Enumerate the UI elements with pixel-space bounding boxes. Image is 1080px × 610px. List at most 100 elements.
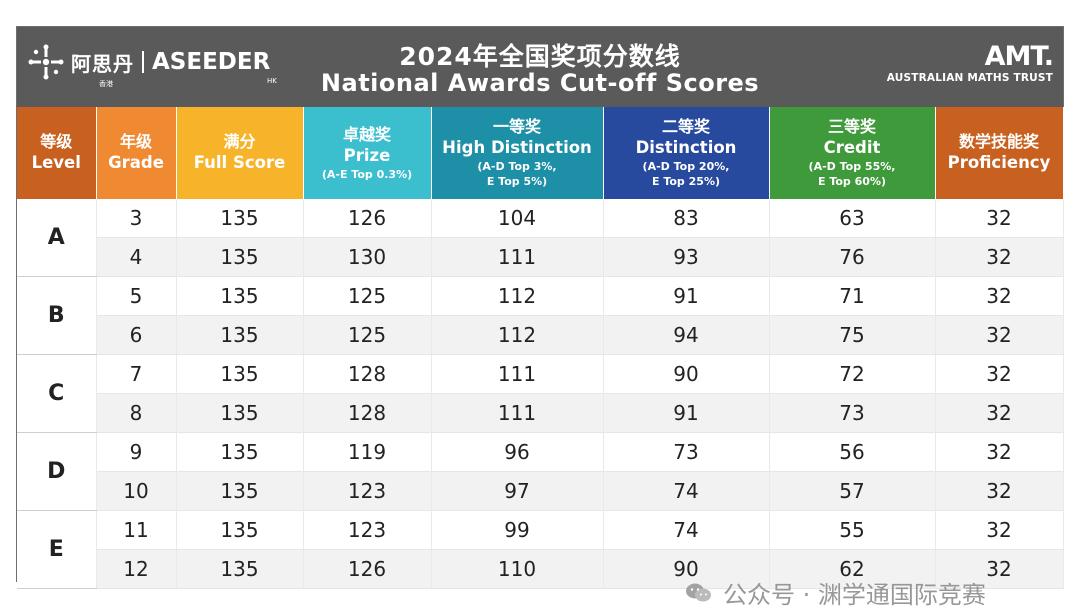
score-cell: 135	[176, 315, 304, 355]
header-en: Proficiency	[947, 153, 1051, 172]
score-cell: 4	[96, 237, 177, 277]
header-cn: 二等奖	[661, 117, 710, 136]
table-row: 6 135 125 112 94 75 32	[17, 315, 1064, 355]
score-cell: 94	[603, 315, 770, 355]
score-cell: 9	[96, 432, 177, 472]
table-row: D 9 135 119 96 73 56 32	[17, 432, 1064, 511]
score-cell: 7	[96, 354, 177, 394]
title-chinese: 2024年全国奖项分数线	[399, 42, 681, 71]
score-cell: 126	[303, 199, 432, 238]
score-cell: 73	[603, 432, 770, 472]
score-cell: 32	[935, 549, 1064, 589]
score-cell: 111	[431, 237, 604, 277]
table-row: E 11 135 123 99 74 55 32	[17, 510, 1064, 589]
table-row: 10 135 123 97 74 57 32	[17, 471, 1064, 511]
level-cell: D	[17, 432, 97, 511]
header-en: Prize	[343, 145, 391, 165]
aseeder-logo: 阿思丹 ASEEDER 香港 HK	[27, 44, 277, 88]
score-cell: 63	[769, 199, 936, 238]
score-cell: 104	[431, 199, 604, 238]
header-cell: 数学技能奖 Proficiency	[935, 107, 1064, 199]
score-cell: 90	[603, 354, 770, 394]
score-cell: 55	[769, 510, 936, 550]
header-cell: 三等奖 Credit (A-D Top 55%, E Top 60%)	[769, 107, 936, 199]
level-cell: C	[17, 354, 97, 433]
score-cell: 125	[303, 315, 432, 355]
header-en: Grade	[108, 153, 164, 172]
header-cn: 一等奖	[492, 117, 541, 136]
score-cell: 135	[176, 393, 304, 433]
level-cell: A	[17, 199, 97, 277]
score-cell: 111	[431, 354, 604, 394]
score-cell: 32	[935, 276, 1064, 316]
header-en: Credit	[823, 138, 881, 157]
header-cn: 卓越奖	[342, 124, 391, 144]
score-cell: 135	[176, 276, 304, 316]
score-cell: 135	[176, 471, 304, 511]
score-cell: 83	[603, 199, 770, 238]
score-cell: 91	[603, 393, 770, 433]
level-cell: E	[17, 510, 97, 589]
header-cell: 卓越奖 Prize (A-E Top 0.3%)	[303, 107, 432, 199]
header-cell: 年级 Grade	[96, 107, 177, 199]
scores-card: 阿思丹 ASEEDER 香港 HK 2024年全国奖项分数线 National …	[16, 26, 1064, 609]
header-cell: 一等奖 High Distinction (A-D Top 3%, E Top 5%…	[431, 107, 604, 199]
table-row: C 7 135 128 111 90 72 32	[17, 354, 1064, 433]
table-header-row: 等级 Level 年级 Grade 满分 Full Score 卓越奖 Prize (A-E T…	[17, 107, 1064, 199]
table-row: B 5 135 125 112 91 71 32	[17, 276, 1064, 355]
score-cell: 90	[603, 549, 770, 589]
table-body: A 3 135 126 104 83 63 32 4 135 130 111 93 76 32 B 5 135 12…	[17, 199, 1064, 589]
score-cell: 56	[769, 432, 936, 472]
table-row: 4 135 130 111 93 76 32	[17, 237, 1064, 277]
score-cell: 96	[431, 432, 604, 472]
aseeder-en-name: ASEEDER	[152, 49, 271, 75]
score-cell: 126	[303, 549, 432, 589]
score-cell: 72	[769, 354, 936, 394]
score-cell: 62	[769, 549, 936, 589]
score-cell: 12	[96, 549, 177, 589]
wechat-icon	[685, 582, 713, 604]
header-cell: 等级 Level	[17, 107, 97, 199]
header-cell: 满分 Full Score	[176, 107, 304, 199]
score-cell: 11	[96, 510, 177, 550]
score-cell: 32	[935, 432, 1064, 472]
amt-name: AUSTRALIAN MATHS TRUST	[886, 72, 1053, 84]
score-cell: 128	[303, 393, 432, 433]
header-en: Full Score	[193, 153, 286, 172]
score-cell: 123	[303, 510, 432, 550]
header-en: Distinction	[635, 138, 737, 157]
score-cell: 135	[176, 199, 304, 238]
score-cell: 74	[603, 510, 770, 550]
score-cell: 10	[96, 471, 177, 511]
score-cell: 123	[303, 471, 432, 511]
score-cell: 32	[935, 510, 1064, 550]
watermark-text: 公众号 · 渊学通国际竞赛	[723, 581, 986, 609]
score-cell: 99	[431, 510, 604, 550]
score-cell: 75	[769, 315, 936, 355]
score-cell: 135	[176, 510, 304, 550]
score-cell: 125	[303, 276, 432, 316]
logo-divider	[142, 51, 144, 73]
header-note: (A-D Top 3%, E Top 5%)	[477, 160, 557, 188]
header-cn: 三等奖	[827, 117, 876, 136]
score-cell: 119	[303, 432, 432, 472]
score-cell: 91	[603, 276, 770, 316]
score-cell: 32	[935, 393, 1064, 433]
level-cell: B	[17, 276, 97, 355]
header-cn: 等级	[40, 132, 73, 151]
table-row: A 3 135 126 104 83 63 32	[17, 199, 1064, 277]
amt-mark: AMT.	[984, 41, 1054, 72]
score-cell: 135	[176, 549, 304, 589]
score-cell: 93	[603, 237, 770, 277]
title-english: National Awards Cut-off Scores	[320, 69, 760, 97]
aseeder-cn-name: 阿思丹	[71, 51, 134, 76]
score-cell: 97	[431, 471, 604, 511]
header-cn: 数学技能奖	[958, 132, 1039, 151]
header-note: (A-D Top 20%, E Top 25%)	[642, 160, 730, 188]
score-cell: 6	[96, 315, 177, 355]
score-cell: 5	[96, 276, 177, 316]
score-cell: 111	[431, 393, 604, 433]
aseeder-region-en: HK	[267, 77, 277, 85]
score-cell: 130	[303, 237, 432, 277]
score-cell: 110	[431, 549, 604, 589]
